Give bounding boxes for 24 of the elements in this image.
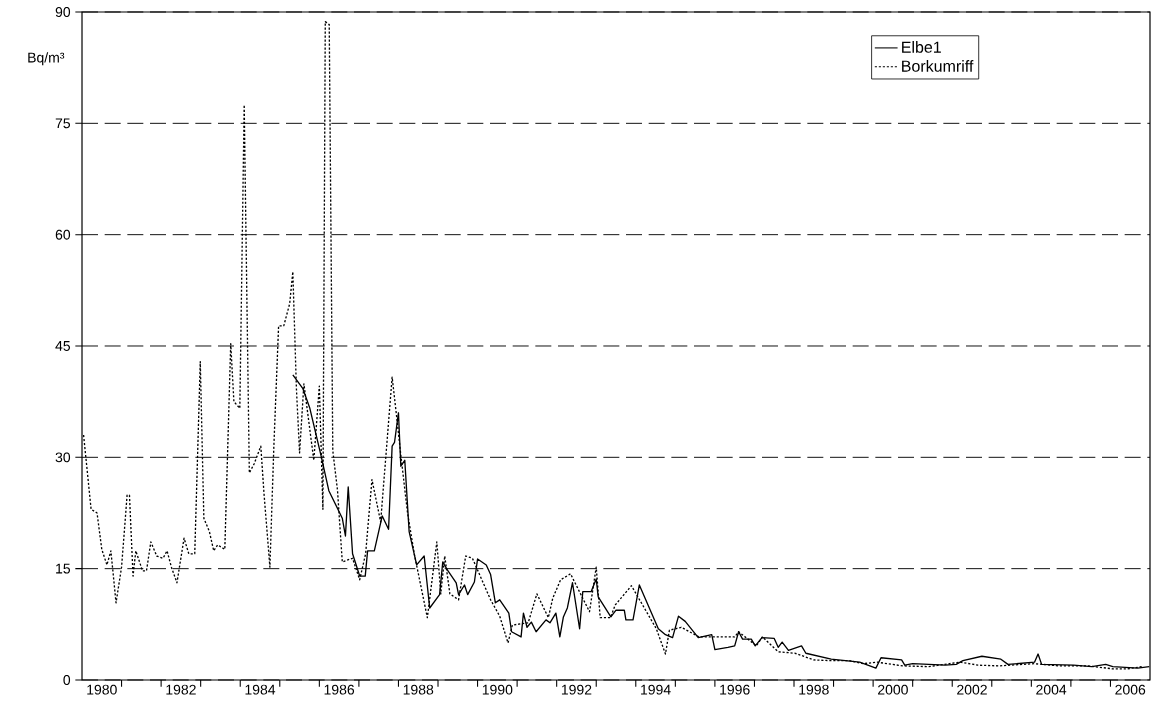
x-tick-label: 1988 [403,684,434,695]
x-tick-label: 1984 [245,684,276,695]
y-tick-label: 15 [56,563,71,574]
y-tick-label: 45 [55,341,71,351]
x-tick-label: 1998 [799,684,829,695]
y-tick-label: 75 [55,118,71,129]
x-tick-label: 2002 [957,684,987,695]
legend-label: Borkumriff [902,60,974,72]
x-tick-label: 2004 [1036,684,1067,695]
x-tick-label: 1994 [641,684,671,695]
y-tick-label: 0 [63,675,71,685]
x-tick-label: 1982 [166,684,196,695]
x-tick-label: 2006 [1115,684,1146,695]
x-tick-label: 1992 [561,684,592,695]
y-tick-label: 30 [55,452,71,463]
y-tick-label: 60 [55,229,71,240]
x-tick-label: 1980 [87,684,117,695]
legend-label: Elbe1 [902,41,941,53]
x-tick-label: 1986 [324,684,355,695]
x-tick-label: 1996 [720,684,750,695]
y-axis-title: Bq/m³ [28,52,65,66]
x-tick-label: 2000 [878,684,908,695]
x-tick-label: 1990 [482,684,513,695]
y-tick-label: 90 [55,7,71,17]
